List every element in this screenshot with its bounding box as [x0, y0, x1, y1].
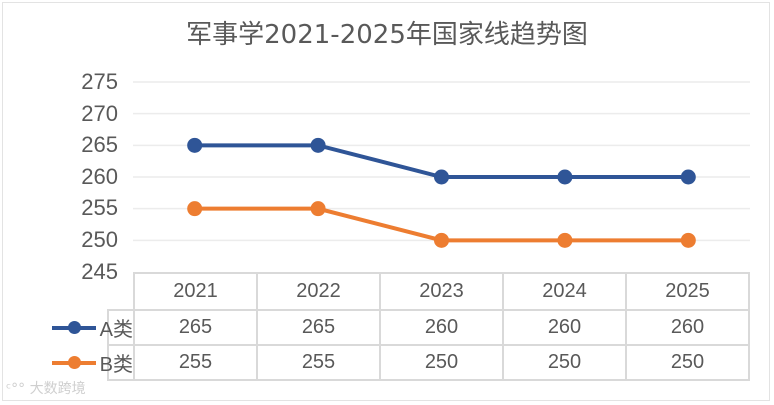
series-lines	[187, 137, 696, 248]
data-point-marker	[680, 169, 696, 185]
data-point-marker	[310, 137, 326, 153]
table-cell: 250	[625, 344, 750, 381]
data-point-marker	[187, 201, 203, 217]
table-cell: 250	[502, 344, 627, 381]
data-point-marker	[434, 169, 449, 185]
data-table: 2021 2022 2023 2024 2025 A类 265 265 260 …	[51, 272, 750, 381]
table-header-cell: 2022	[256, 272, 381, 311]
data-point-marker	[187, 137, 203, 153]
legend-label-a: A类	[99, 319, 133, 341]
y-tick-260: 260	[81, 164, 118, 189]
data-point-marker	[680, 232, 696, 248]
y-tick-250: 250	[81, 227, 118, 252]
legend-b: B类	[51, 344, 135, 381]
table-cell: 260	[502, 309, 627, 346]
legend-a: A类	[51, 309, 135, 346]
table-cell: 255	[256, 344, 381, 381]
data-point-marker	[557, 232, 573, 248]
table-cell: 255	[133, 344, 258, 381]
table-header-cell: 2021	[133, 272, 258, 311]
table-corner	[108, 273, 134, 311]
y-tick-275: 275	[81, 69, 118, 94]
y-tick-255: 255	[81, 195, 118, 220]
table-cell: 260	[379, 309, 504, 346]
watermark-text: 大数跨境	[29, 381, 86, 397]
legend-label-b: B类	[99, 354, 133, 376]
legend-line-marker-icon	[51, 320, 96, 334]
table-header-cell: 2024	[502, 272, 627, 311]
table-cell: 265	[256, 309, 381, 346]
table-row-b: B类 255 255 250 250 250	[51, 344, 750, 381]
gridlines	[133, 81, 750, 242]
table-row-a: A类 265 265 260 260 260	[51, 309, 750, 346]
data-point-marker	[557, 169, 573, 185]
table-header-cell: 2023	[379, 272, 504, 311]
chart-title: 军事学2021-2025年国家线趋势图	[186, 20, 588, 50]
y-tick-270: 270	[81, 101, 118, 126]
table-header-row: 2021 2022 2023 2024 2025	[108, 272, 750, 311]
y-tick-265: 265	[81, 132, 118, 157]
legend-line-marker-icon	[51, 355, 96, 369]
data-point-marker	[434, 232, 449, 248]
table-cell: 265	[133, 309, 258, 346]
watermark: ᶜ°° 大数跨境	[6, 378, 86, 398]
watermark-logo-icon: ᶜ°°	[6, 381, 26, 397]
table-cell: 260	[625, 309, 750, 346]
data-point-marker	[310, 201, 326, 217]
table-cell: 250	[379, 344, 504, 381]
table-header-cell: 2025	[625, 272, 750, 311]
